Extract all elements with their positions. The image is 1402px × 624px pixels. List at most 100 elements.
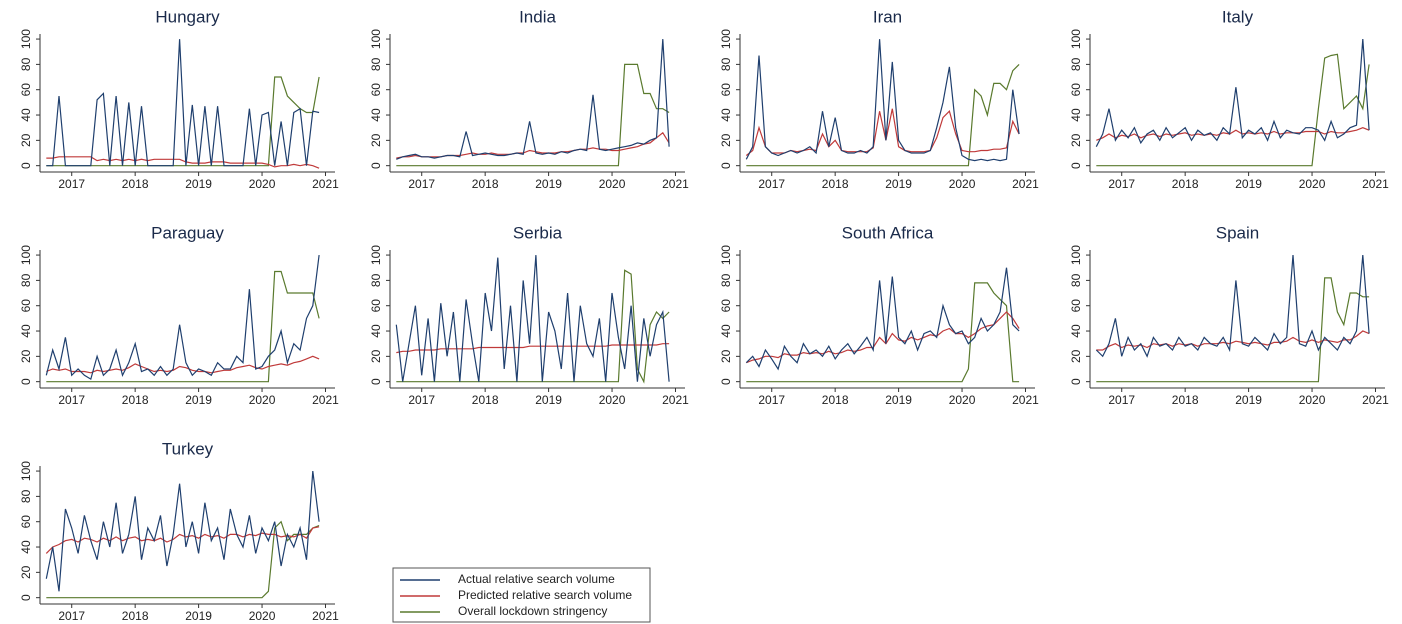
x-tick-label: 2021 <box>312 609 339 623</box>
series-line <box>745 39 1020 162</box>
x-tick-label: 2020 <box>949 393 976 407</box>
y-tick-label: 20 <box>369 349 383 363</box>
x-tick-label: 2021 <box>1012 393 1039 407</box>
series-line <box>746 282 1020 383</box>
series-line <box>46 39 320 167</box>
y-tick-label: 0 <box>719 378 733 385</box>
y-tick-label: 100 <box>369 245 383 265</box>
x-tick-label: 2019 <box>535 177 562 191</box>
series-line <box>396 39 670 160</box>
x-tick-label: 2017 <box>58 609 85 623</box>
y-tick-label: 80 <box>19 273 33 287</box>
legend-box <box>392 567 651 623</box>
panel-title: Iran <box>873 7 902 26</box>
y-tick-label: 100 <box>19 245 33 265</box>
x-tick-label: 2020 <box>599 177 626 191</box>
series-line <box>746 311 1020 364</box>
y-tick-label: 40 <box>19 540 33 554</box>
x-tick-label: 2021 <box>1362 177 1389 191</box>
x-tick-label: 2017 <box>408 177 435 191</box>
series-line <box>1096 127 1370 141</box>
x-tick-label: 2017 <box>1108 393 1135 407</box>
x-tick-label: 2017 <box>58 393 85 407</box>
series-line <box>396 269 670 384</box>
y-tick-label: 100 <box>1069 245 1083 265</box>
x-tick-label: 2021 <box>312 393 339 407</box>
x-tick-label: 2019 <box>885 393 912 407</box>
x-tick-label: 2018 <box>122 393 149 407</box>
y-tick-label: 40 <box>1069 324 1083 338</box>
panel-title: Hungary <box>155 7 220 26</box>
x-tick-label: 2020 <box>599 393 626 407</box>
x-tick-label: 2019 <box>185 609 212 623</box>
series-line <box>1095 255 1370 358</box>
panel-title: South Africa <box>842 223 934 242</box>
y-tick-label: 80 <box>19 57 33 71</box>
x-tick-label: 2018 <box>472 393 499 407</box>
x-tick-label: 2021 <box>312 177 339 191</box>
series-line <box>46 270 320 383</box>
x-tick-label: 2021 <box>1012 177 1039 191</box>
x-tick-label: 2018 <box>122 609 149 623</box>
y-tick-label: 80 <box>719 57 733 71</box>
legend-label: Actual relative search volume <box>458 572 615 586</box>
y-tick-label: 60 <box>19 515 33 529</box>
series-line <box>46 355 320 374</box>
series-line <box>745 108 1020 156</box>
y-tick-label: 20 <box>1069 133 1083 147</box>
y-tick-label: 20 <box>19 133 33 147</box>
y-tick-label: 0 <box>1069 162 1083 169</box>
y-tick-label: 100 <box>369 29 383 49</box>
y-tick-label: 20 <box>19 349 33 363</box>
x-tick-label: 2019 <box>1235 393 1262 407</box>
x-tick-label: 2020 <box>949 177 976 191</box>
x-tick-label: 2018 <box>1172 393 1199 407</box>
series-line <box>46 76 320 167</box>
x-tick-label: 2017 <box>1108 177 1135 191</box>
x-tick-label: 2017 <box>58 177 85 191</box>
y-tick-label: 0 <box>719 162 733 169</box>
x-tick-label: 2018 <box>822 177 849 191</box>
x-tick-label: 2019 <box>535 393 562 407</box>
y-tick-label: 60 <box>719 299 733 313</box>
y-tick-label: 80 <box>19 489 33 503</box>
y-tick-label: 80 <box>1069 273 1083 287</box>
y-tick-label: 80 <box>719 273 733 287</box>
panel-title: Italy <box>1222 7 1254 26</box>
y-tick-label: 20 <box>369 133 383 147</box>
y-tick-label: 20 <box>719 349 733 363</box>
x-tick-label: 2020 <box>249 609 276 623</box>
x-tick-label: 2021 <box>662 393 689 407</box>
series-line <box>395 255 670 382</box>
x-tick-label: 2021 <box>1362 393 1389 407</box>
y-tick-label: 100 <box>19 461 33 481</box>
y-tick-label: 0 <box>369 378 383 385</box>
y-tick-label: 40 <box>719 108 733 122</box>
y-tick-label: 60 <box>1069 299 1083 313</box>
y-tick-label: 60 <box>369 299 383 313</box>
y-tick-label: 20 <box>1069 349 1083 363</box>
y-tick-label: 0 <box>1069 378 1083 385</box>
x-tick-label: 2017 <box>758 177 785 191</box>
x-tick-label: 2018 <box>122 177 149 191</box>
series-line <box>396 343 670 354</box>
x-tick-label: 2020 <box>249 177 276 191</box>
y-tick-label: 80 <box>1069 57 1083 71</box>
y-tick-label: 60 <box>369 83 383 97</box>
panel-title: India <box>519 7 556 26</box>
series-line <box>45 526 320 554</box>
legend-label: Predicted relative search volume <box>458 588 632 602</box>
y-tick-label: 40 <box>369 324 383 338</box>
y-tick-label: 60 <box>1069 83 1083 97</box>
y-tick-label: 40 <box>1069 108 1083 122</box>
series-line <box>1096 53 1370 167</box>
y-tick-label: 60 <box>719 83 733 97</box>
panel-title: Spain <box>1216 223 1259 242</box>
panel-title: Turkey <box>162 439 214 458</box>
x-tick-label: 2020 <box>1299 177 1326 191</box>
x-tick-label: 2018 <box>822 393 849 407</box>
y-tick-label: 40 <box>369 108 383 122</box>
series-line <box>46 520 320 599</box>
x-tick-label: 2019 <box>185 393 212 407</box>
y-tick-label: 40 <box>719 324 733 338</box>
